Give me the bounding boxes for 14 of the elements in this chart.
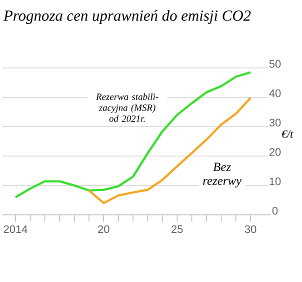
chart-title: Prognoza cen uprawnień do emisji CO2 — [3, 10, 251, 24]
y-axis-title: €/t — [282, 130, 294, 138]
series-label: Rezerwa stabili-zacyjna (MSR) od 2021r. — [96, 93, 158, 122]
y-tick-label: 40 — [269, 90, 281, 98]
y-tick-label: 20 — [269, 148, 281, 156]
y-tick-label: 10 — [270, 178, 281, 186]
y-tick-label: 0 — [272, 206, 278, 215]
x-tick-label: 30 — [244, 225, 256, 234]
x-tick-label: 25 — [172, 225, 183, 234]
x-tick-label: 2014 — [4, 225, 28, 234]
y-tick-label: 50 — [269, 60, 281, 68]
series-label: Bez rezerwy — [203, 162, 242, 188]
x-tick-label: 20 — [98, 225, 110, 234]
y-tick-label: 30 — [269, 118, 281, 127]
